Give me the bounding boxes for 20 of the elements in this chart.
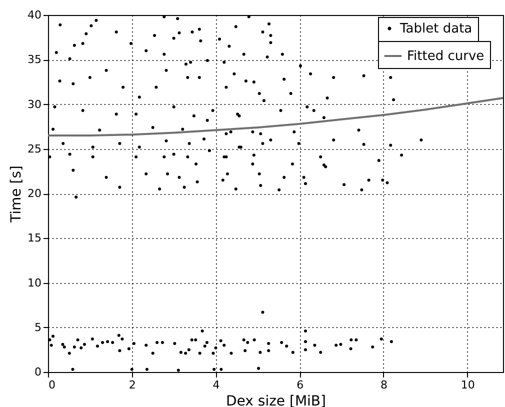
y-tick-label: 30: [28, 98, 42, 111]
y-tick-label: 40: [28, 8, 42, 22]
legend-label: Tablet data: [399, 22, 472, 36]
x-tick-label: 4: [212, 378, 220, 392]
y-tick-label: 10: [28, 276, 42, 290]
y-tick-label: 15: [28, 232, 42, 245]
y-tick-label: 25: [28, 142, 42, 156]
legend-label: Fitted curve: [407, 49, 484, 64]
x-tick-label: 8: [380, 378, 388, 392]
y-tick-label: 0: [34, 366, 42, 378]
x-axis-title: Dex size [MiB]: [226, 394, 326, 407]
y-tick-label: 35: [28, 53, 42, 66]
x-tick-label: 2: [128, 378, 136, 392]
y-tick-label: 20: [28, 187, 42, 200]
line-series: [48, 97, 503, 136]
x-tick-label: 10: [460, 378, 475, 392]
x-tick-label: 0: [48, 378, 56, 392]
y-tick-label: 5: [34, 320, 42, 334]
y-axis-title: Time [s]: [8, 166, 25, 224]
x-tick-label: 6: [296, 378, 304, 392]
